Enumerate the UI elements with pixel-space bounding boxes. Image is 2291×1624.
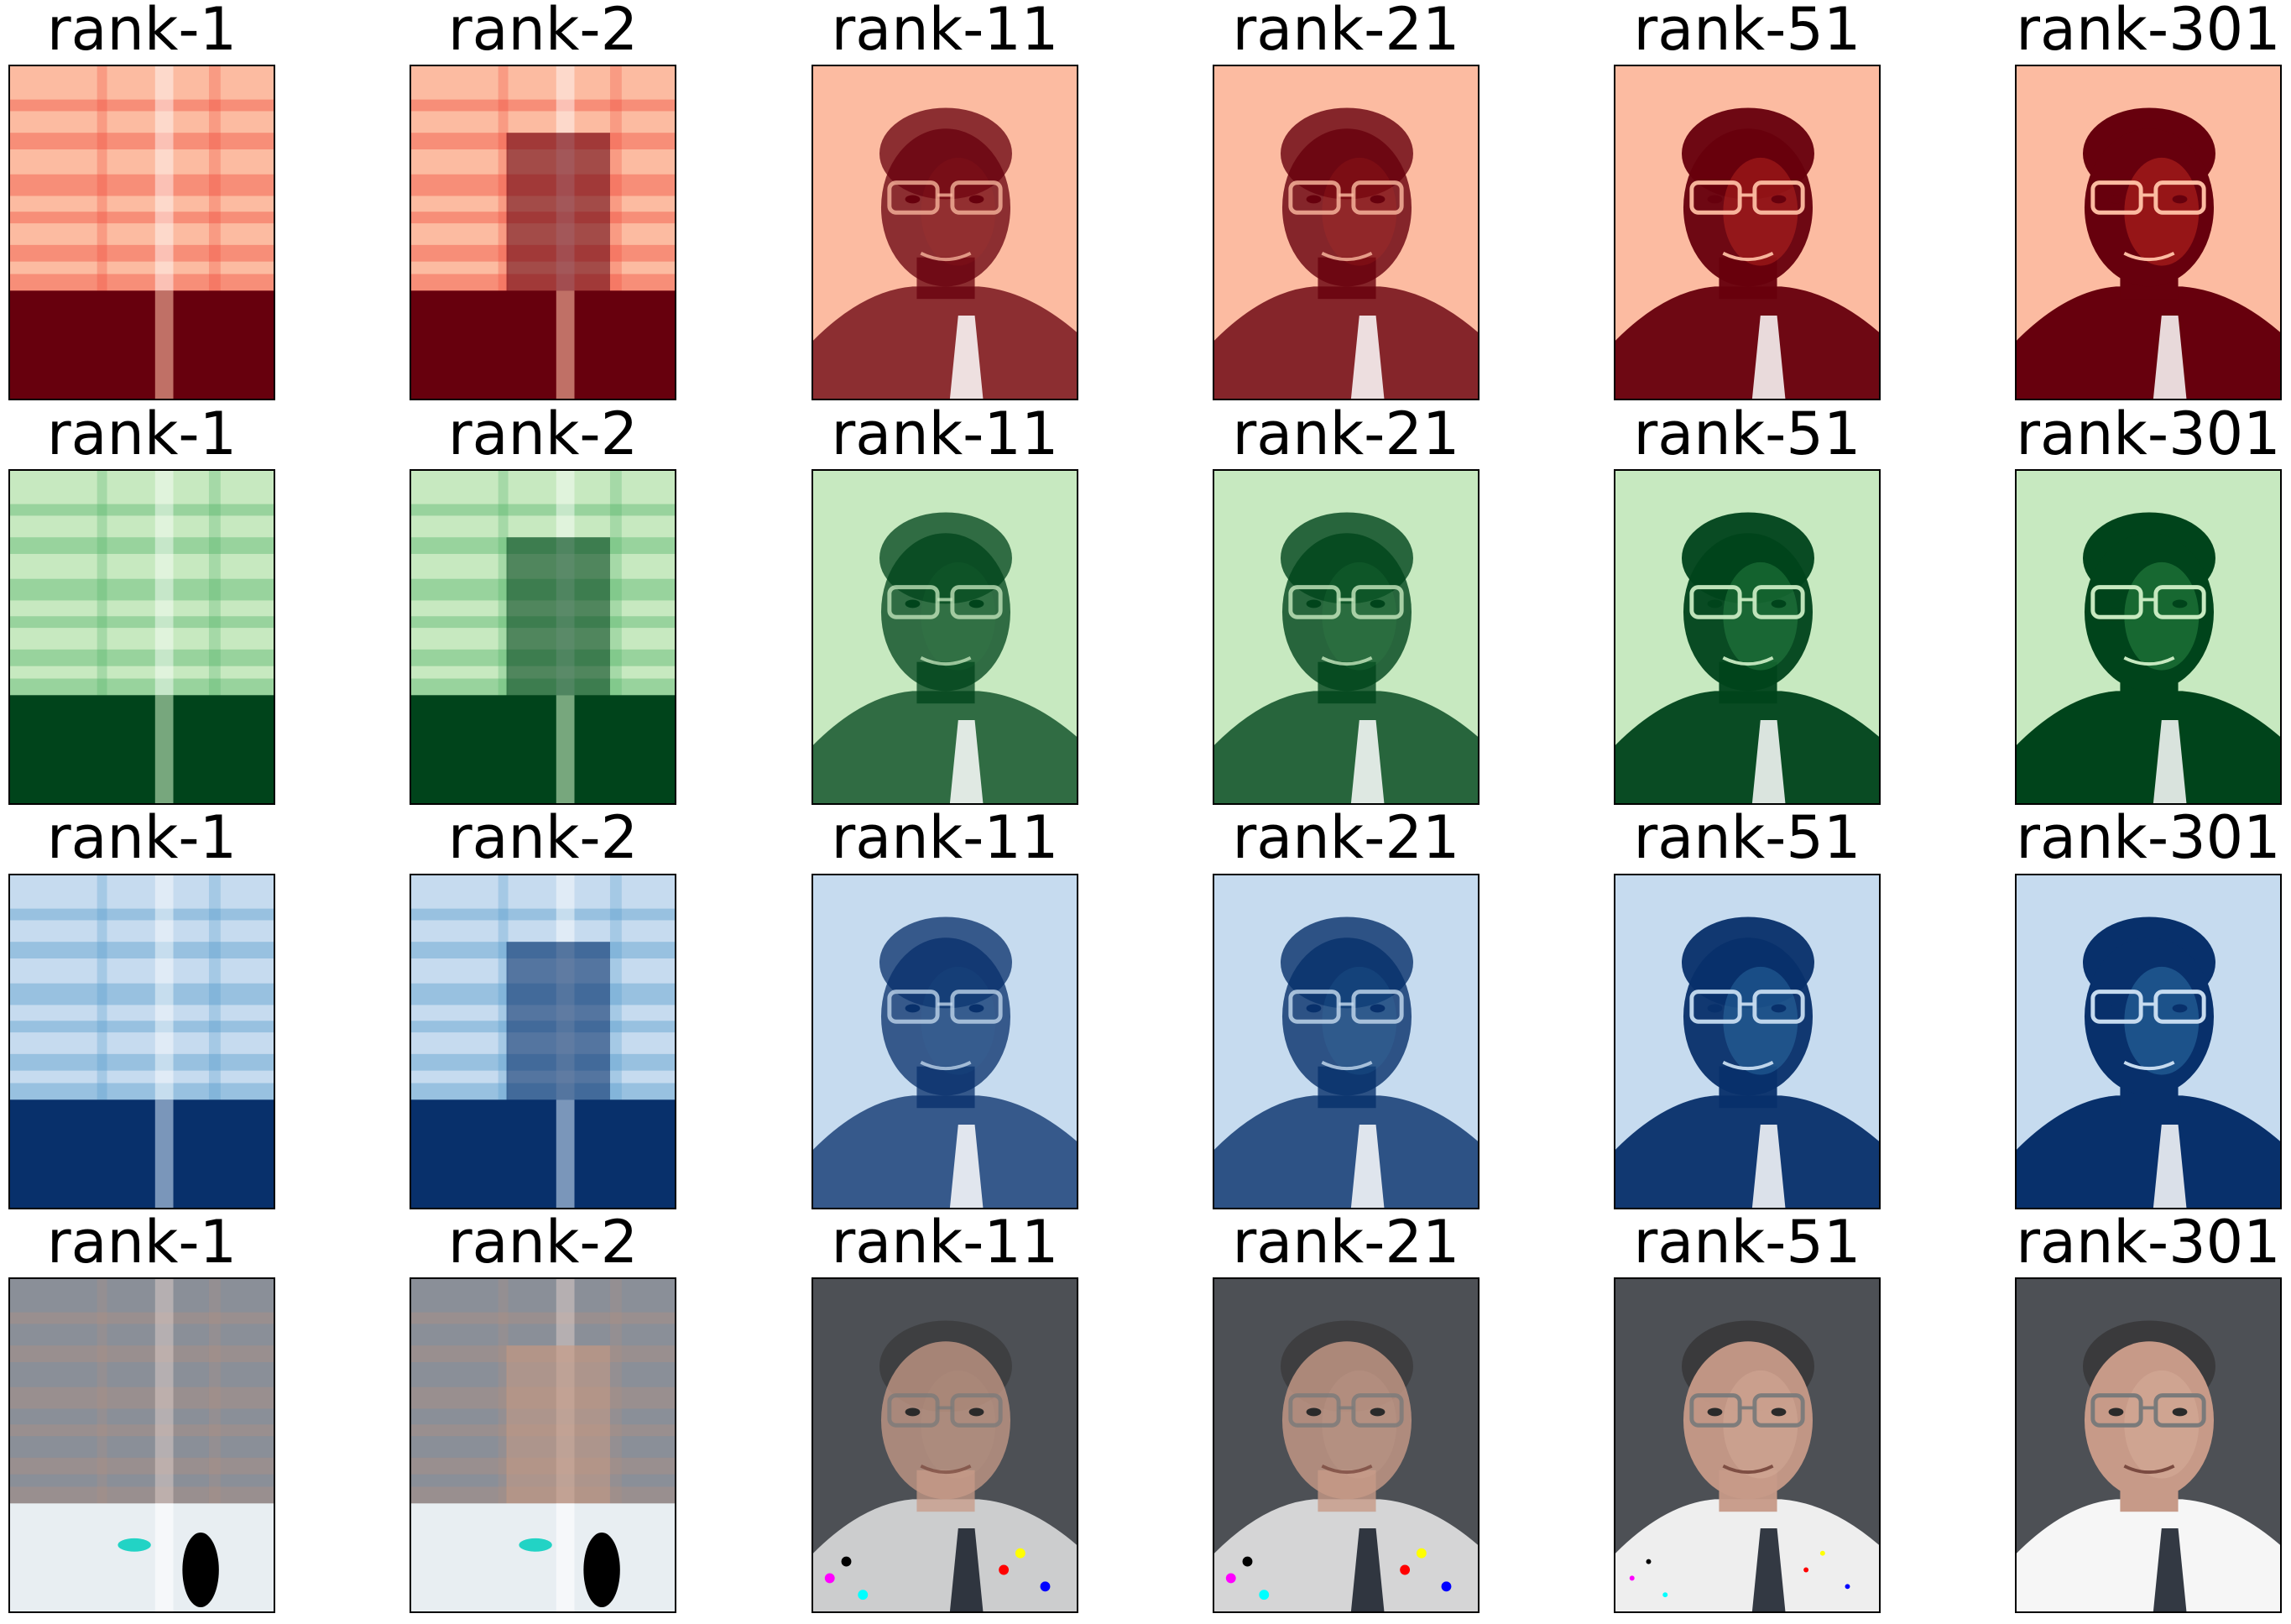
panel-image [2015,65,2282,400]
panel-image [2015,469,2282,805]
portrait-reconstruction [813,875,1077,1208]
panel-image [8,65,275,400]
portrait-reconstruction [2017,875,2280,1208]
panel-image [2015,1277,2282,1613]
panel-title: rank-1 [46,0,237,64]
panel-title: rank-11 [831,399,1059,468]
panel-image [410,874,676,1209]
panel-title: rank-11 [831,1208,1059,1277]
panel-image [812,1277,1078,1613]
portrait-reconstruction [10,1279,274,1611]
portrait-reconstruction [411,66,675,399]
portrait-reconstruction [411,1279,675,1611]
portrait-reconstruction [411,875,675,1208]
panel-image [812,874,1078,1209]
portrait-reconstruction [10,66,274,399]
portrait-reconstruction [1214,471,1478,803]
panel-image [1614,874,1881,1209]
portrait-reconstruction [1615,875,1879,1208]
panel-image [1614,1277,1881,1613]
panel-title: rank-21 [1232,1208,1460,1277]
portrait-reconstruction [2017,471,2280,803]
panel-title: rank-2 [447,803,639,872]
panel-image [410,65,676,400]
panel-image [1213,874,1479,1209]
panel-image [1614,469,1881,805]
panel-image [8,469,275,805]
portrait-reconstruction [1214,1279,1478,1611]
panel-image [1614,65,1881,400]
panel-title: rank-1 [46,803,237,872]
panel-title: rank-21 [1232,399,1460,468]
panel-title: rank-301 [2016,803,2281,872]
portrait-reconstruction [813,1279,1077,1611]
panel-title: rank-1 [46,399,237,468]
portrait-reconstruction [411,471,675,803]
panel-title: rank-2 [447,0,639,64]
portrait-reconstruction [2017,66,2280,399]
panel-title: rank-301 [2016,0,2281,64]
portrait-reconstruction [1615,1279,1879,1611]
portrait-reconstruction [2017,1279,2280,1611]
panel-title: rank-21 [1232,0,1460,64]
panel-image [410,1277,676,1613]
panel-title: rank-2 [447,1208,639,1277]
portrait-reconstruction [10,471,274,803]
panel-title: rank-51 [1633,1208,1861,1277]
portrait-reconstruction [1214,875,1478,1208]
panel-image [1213,1277,1479,1613]
portrait-reconstruction [813,66,1077,399]
panel-image [8,1277,275,1613]
panel-title: rank-51 [1633,803,1861,872]
portrait-reconstruction [813,471,1077,803]
panel-image [2015,874,2282,1209]
portrait-reconstruction [1615,66,1879,399]
panel-title: rank-301 [2016,399,2281,468]
panel-title: rank-1 [46,1208,237,1277]
panel-title: rank-21 [1232,803,1460,872]
portrait-reconstruction [10,875,274,1208]
panel-title: rank-51 [1633,0,1861,64]
panel-image [812,469,1078,805]
panel-title: rank-51 [1633,399,1861,468]
panel-title: rank-11 [831,0,1059,64]
panel-title: rank-2 [447,399,639,468]
panel-image [410,469,676,805]
portrait-reconstruction [1615,471,1879,803]
panel-image [1213,469,1479,805]
panel-title: rank-301 [2016,1208,2281,1277]
panel-image [812,65,1078,400]
panel-image [1213,65,1479,400]
panel-title: rank-11 [831,803,1059,872]
portrait-reconstruction [1214,66,1478,399]
panel-image [8,874,275,1209]
